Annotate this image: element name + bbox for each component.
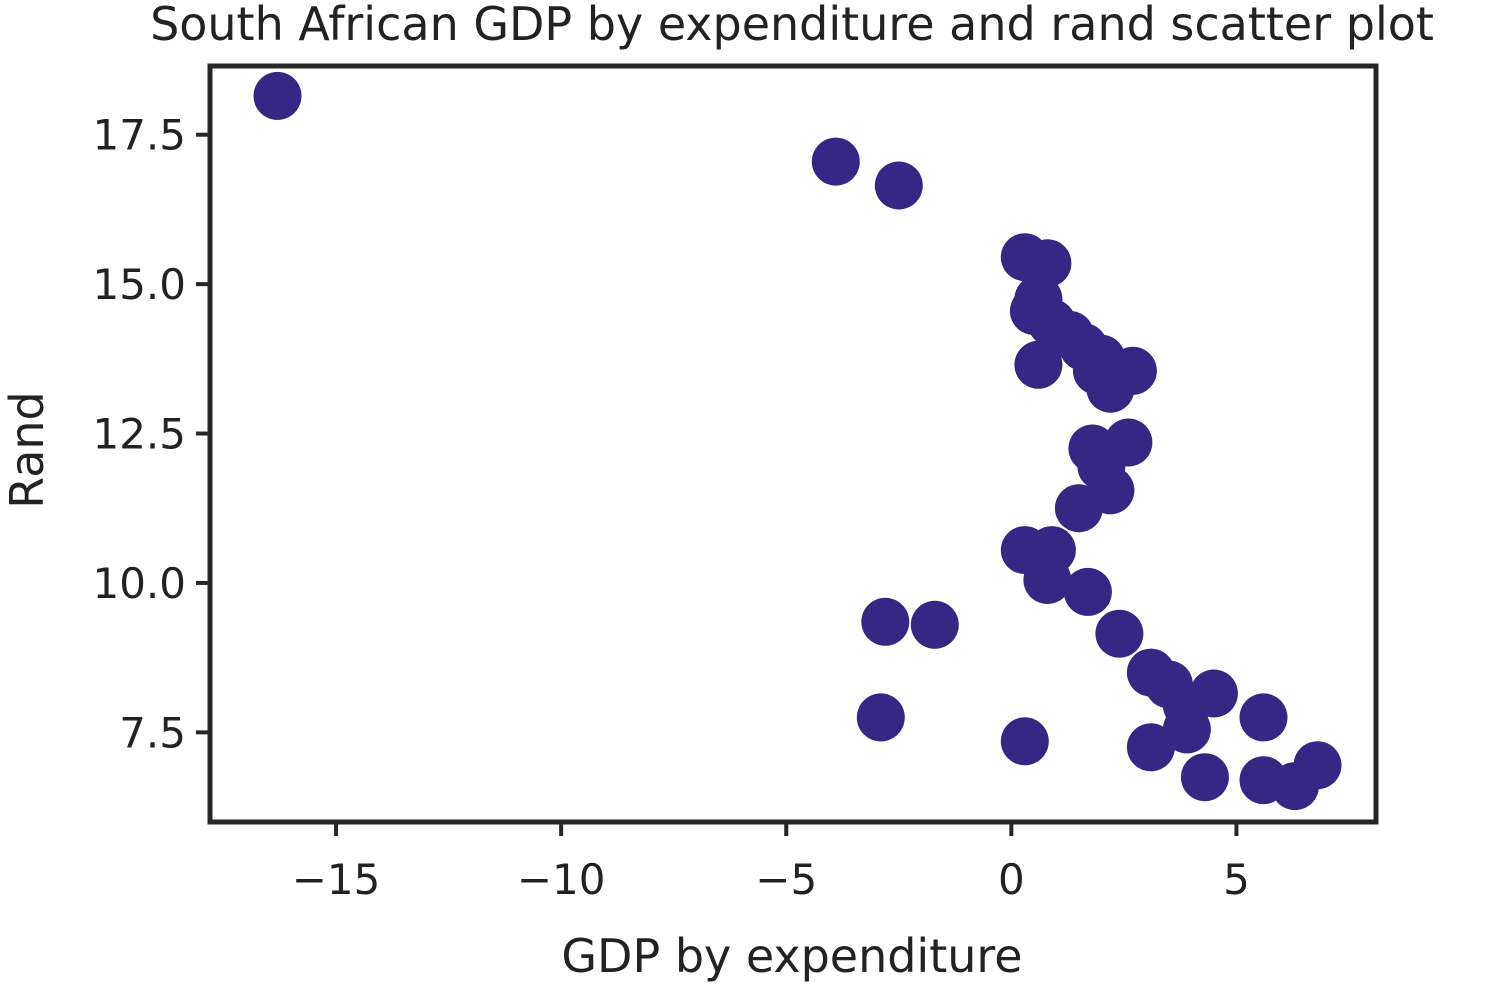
scatter-point — [861, 597, 910, 646]
chart-title: South African GDP by expenditure and ran… — [150, 0, 1434, 51]
x-tick-label: 0 — [998, 855, 1025, 904]
scatter-point — [874, 161, 923, 210]
scatter-point — [811, 137, 860, 186]
x-axis: −15 −10 −5 0 5 — [292, 822, 1250, 904]
points-layer — [253, 71, 1342, 811]
y-tick-label: 15.0 — [92, 260, 186, 309]
plot-frame — [207, 63, 1379, 825]
scatter-point — [1271, 762, 1319, 811]
scatter-point — [1086, 364, 1135, 413]
x-tick-label: −10 — [517, 855, 606, 904]
scatter-point — [856, 693, 905, 742]
scatter-point — [1162, 705, 1211, 754]
scatter-point — [253, 71, 302, 120]
y-tick-label: 10.0 — [92, 559, 186, 608]
scatter-point — [1095, 609, 1144, 658]
x-tick-label: 5 — [1223, 855, 1250, 904]
scatter-point — [1023, 556, 1072, 604]
y-tick-label: 17.5 — [92, 111, 186, 160]
scatter-point — [1063, 567, 1112, 616]
y-axis: 7.5 10.0 12.5 15.0 17.5 — [92, 111, 210, 757]
scatter-point — [1000, 717, 1049, 766]
scatter-point — [1180, 753, 1229, 802]
y-tick-label: 12.5 — [92, 410, 186, 459]
scatter-point — [1054, 484, 1103, 533]
scatter-point — [1239, 693, 1288, 742]
x-axis-label: GDP by expenditure — [561, 929, 1022, 983]
x-tick-label: −5 — [755, 855, 817, 904]
scatter-point — [1023, 239, 1072, 288]
x-tick-label: −15 — [292, 855, 381, 904]
scatter-point — [910, 600, 959, 649]
y-axis-label: Rand — [0, 391, 54, 509]
scatter-point — [1126, 723, 1175, 772]
y-tick-label: 7.5 — [119, 708, 186, 757]
scatter-point — [1014, 340, 1063, 389]
